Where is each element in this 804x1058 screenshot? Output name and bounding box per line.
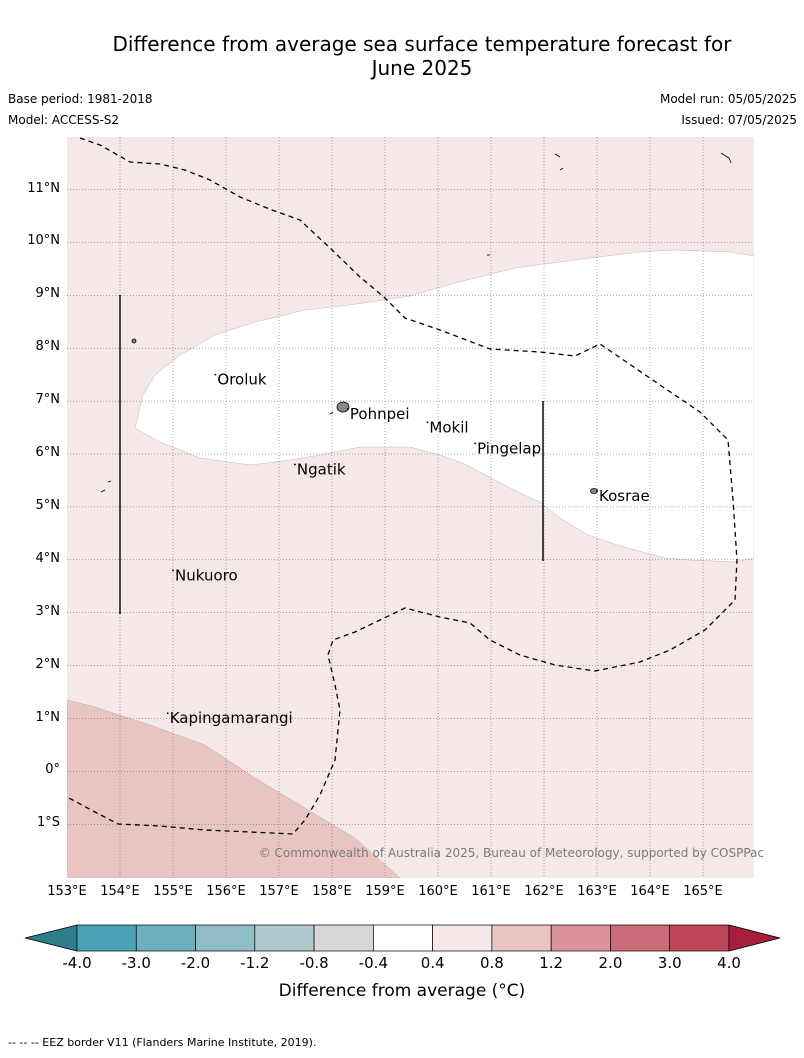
colorbar-title: Difference from average (°C)	[278, 981, 526, 1001]
small-island	[131, 338, 137, 344]
footer-note: -- -- -- EEZ border V11 (Flanders Marine…	[8, 1036, 317, 1049]
place-marker	[596, 490, 598, 492]
y-tick-label: 6°N	[35, 445, 61, 460]
y-tick-label: 8°N	[35, 339, 61, 355]
issued-date: Issued: 07/05/2025	[681, 113, 797, 127]
x-tick-label: 165°E	[683, 884, 723, 899]
colorbar-segment	[254, 924, 315, 952]
islet-mark	[107, 480, 112, 483]
y-tick-label: 9°N	[35, 286, 61, 302]
copyright-notice: © Commonwealth of Australia 2025, Bureau…	[259, 846, 764, 860]
gridlines	[67, 137, 754, 878]
x-tick-label: 156°E	[206, 884, 246, 899]
islet-mark	[559, 167, 564, 171]
place-label: Pohnpei	[350, 405, 410, 423]
colorbar-tick-label: -0.4	[358, 954, 388, 972]
base-period: Base period: 1981-2018	[8, 92, 153, 106]
islet-mark	[728, 157, 732, 164]
place-marker	[214, 373, 217, 376]
y-tick-label: 3°N	[35, 603, 61, 619]
x-tick-label: 157°E	[259, 884, 299, 899]
colorbar-segment	[135, 924, 196, 952]
anomaly-band-0-8-to-1-2	[67, 699, 401, 878]
x-tick-label: 153°E	[47, 884, 87, 899]
colorbar-tick-label: 1.2	[539, 954, 564, 972]
y-tick-label: 11°N	[27, 180, 60, 196]
x-tick-label: 163°E	[577, 884, 617, 899]
colorbar-tick-label: -0.8	[299, 954, 329, 972]
place-marker	[474, 442, 476, 445]
islet-mark	[554, 153, 561, 158]
y-tick-label: 4°N	[35, 550, 61, 566]
colorbar-tick-label: 0.8	[479, 954, 504, 972]
place-marker	[294, 463, 296, 466]
colorbar	[24, 924, 781, 952]
y-tick-label: 1°S	[36, 815, 60, 831]
colorbar-segment	[610, 924, 671, 952]
colorbar-tick-label: -3.0	[121, 954, 151, 972]
colorbar-tick-label: -4.0	[62, 954, 92, 972]
colorbar-segment	[76, 924, 137, 952]
place-marker	[166, 712, 169, 715]
y-tick-label: 10°N	[27, 233, 60, 249]
eez-border-north	[67, 137, 738, 835]
place-label: Nukuoro	[175, 566, 238, 584]
place-label: Ngatik	[297, 461, 346, 479]
place-label: Oroluk	[217, 371, 266, 389]
x-tick-label: 164°E	[630, 884, 670, 899]
colorbar-tick-label: -2.0	[180, 954, 211, 972]
x-tick-label: 155°E	[153, 884, 193, 899]
x-tick-label: 161°E	[471, 884, 511, 899]
x-tick-label: 158°E	[312, 884, 352, 899]
y-tick-label: 2°N	[35, 656, 61, 672]
islet-mark	[720, 152, 730, 159]
anomaly-band-neutral	[134, 249, 754, 563]
islands	[100, 152, 732, 494]
colorbar-segment	[373, 924, 433, 952]
place-labels: Oroluk Pohnpei Mokil Pingelap Ngatik Kosrae Nu…	[166, 371, 650, 727]
colorbar-segment	[491, 924, 552, 952]
colorbar-tick-label: 3.0	[657, 954, 682, 972]
colorbar-tick-label: 2.0	[598, 954, 623, 972]
x-tick-label: 162°E	[524, 884, 564, 899]
vertical-markers	[119, 295, 544, 614]
y-tick-label: 7°N	[35, 392, 61, 408]
chart-title: Difference from average sea surface temp…	[60, 32, 784, 80]
place-label: Pingelap	[477, 439, 541, 457]
colorbar-segment	[195, 924, 256, 952]
y-tick-label: 1°N	[35, 709, 61, 725]
x-tick-label: 160°E	[418, 884, 458, 899]
colorbar-segment	[669, 924, 730, 952]
y-tick-label: 5°N	[35, 497, 61, 513]
colorbar-segment	[432, 924, 493, 952]
pohnpei-island	[336, 401, 350, 413]
model-run: Model run: 05/05/2025	[659, 92, 797, 106]
colorbar-tick-label: 4.0	[717, 954, 741, 972]
place-marker	[172, 569, 174, 572]
place-label: Kosrae	[599, 487, 650, 505]
place-marker	[426, 421, 429, 424]
islet-mark	[329, 411, 334, 415]
colorbar-segment	[550, 924, 611, 952]
model-name: Model: ACCESS-S2	[8, 113, 120, 127]
place-marker	[347, 408, 349, 410]
y-tick-label: 0°	[45, 762, 60, 778]
colorbar-extend-high	[728, 924, 781, 952]
map-area	[67, 137, 754, 878]
x-tick-label: 159°E	[365, 884, 405, 899]
eez-border	[67, 137, 738, 835]
title-line1: Difference from average sea surface temp…	[112, 32, 732, 56]
colorbar-segment	[313, 924, 374, 952]
x-tick-label: 154°E	[100, 884, 140, 899]
colorbar-extend-low	[24, 924, 78, 952]
title-line2: June 2025	[371, 56, 473, 80]
colorbar-tick-label: -1.2	[240, 954, 270, 972]
islet-mark	[100, 489, 106, 493]
place-label: Mokil	[429, 418, 468, 436]
colorbar-tick-label: 0.4	[420, 954, 445, 972]
place-label: Kapingamarangi	[170, 709, 293, 727]
